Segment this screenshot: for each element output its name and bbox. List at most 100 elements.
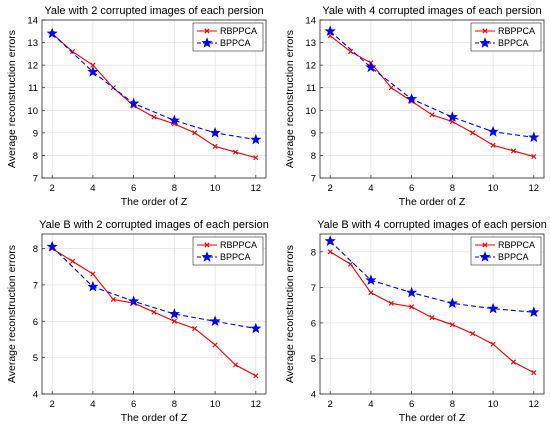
chart2-rbppca-point-10: [531, 153, 537, 160]
chart2-bppca-point-0: [324, 25, 336, 37]
chart2-ytick-label-5: 12: [305, 61, 316, 72]
chart4-legend-bppca-label: BPPCA: [498, 252, 529, 262]
chart4-xtick-label-5: 12: [529, 399, 540, 410]
chart4-xtick-label-2: 6: [409, 399, 414, 410]
chart1-frame: [41, 19, 267, 179]
chart3-xtick-label-3: 8: [172, 399, 177, 410]
chart1-bppca-line: [51, 33, 256, 141]
chart1-legend-bppca-label: BPPCA: [220, 38, 251, 48]
chart2-legend-rbppca-label: RBPPCA: [498, 26, 535, 36]
chart4-rbppca-point-2: [368, 290, 374, 296]
chart1-xtick-label-4: 10: [210, 183, 221, 194]
chart3-rbppca-point-6: [171, 318, 177, 324]
chart2-rbppca-point-8: [490, 142, 496, 148]
chart1-bppca-point-4: [209, 127, 221, 138]
chart3-ytick-label-0: 4: [33, 390, 38, 401]
chart3: 2 4 6 8 10 12 4 5 6 7 8 Yale B with 2 corrupted ima…: [6, 219, 269, 424]
chart2-bppca-line: [329, 30, 534, 138]
chart2-ytick-label-1: 8: [311, 151, 316, 162]
chart1-legend-rbppca-label: RBPPCA: [220, 26, 257, 36]
chart1-bppca-point-0: [46, 27, 58, 39]
chart4-rbppca-point-8: [490, 341, 496, 347]
chart4-legend: RBPPCA BPPCA: [470, 236, 542, 266]
chart2-legend-bppca-label: BPPCA: [498, 38, 529, 48]
chart4-xtick-label-4: 10: [488, 399, 499, 410]
chart3-rbppca-point-2: [90, 271, 96, 277]
chart3-title: Yale B with 2 corrupted images of each p…: [39, 219, 269, 231]
chart1-xlabel: The order of Z: [121, 196, 188, 208]
chart4-rbppca-point-9: [510, 359, 517, 365]
chart3-ylabel: Average reconstruction errors: [6, 245, 18, 383]
chart2-bppca-point-4: [487, 125, 499, 137]
chart3-rbppca-point-7: [192, 325, 198, 332]
chart2-xtick-label-2: 6: [409, 183, 414, 194]
chart2-xlabel: The order of Z: [399, 196, 466, 208]
chart1-xtick-label-0: 2: [50, 183, 55, 194]
chart1-ytick-label-1: 8: [33, 151, 38, 162]
chart2-bppca-point-3: [446, 111, 458, 122]
chart1-bppca-point-3: [168, 114, 180, 126]
chart3-bppca-line: [51, 246, 256, 330]
chart2-rbppca-point-9: [510, 148, 517, 154]
chart1-bppca-point-5: [250, 133, 262, 145]
chart4-xtick-label-0: 2: [328, 399, 333, 410]
chart3-legend-rbppca-marker: [204, 242, 210, 248]
chart3-xtick-label-2: 6: [131, 399, 136, 410]
chart2-ytick-label-6: 13: [305, 38, 316, 49]
chart2-xtick-label-5: 12: [529, 183, 540, 194]
chart4-xtick-label-3: 8: [450, 399, 455, 410]
chart3-ytick-label-3: 7: [33, 280, 38, 291]
chart1-legend-bppca-marker: [201, 37, 213, 48]
chart3-bppca-point-5: [250, 322, 262, 334]
chart2-ytick-label-0: 7: [311, 174, 316, 185]
chart3-legend: RBPPCA BPPCA: [192, 236, 264, 266]
chart1-bppca-point-2: [128, 97, 140, 109]
chart1-ytick-label-3: 10: [27, 106, 38, 117]
chart2: 2 4 6 8 10 12 7 8 9 10 11 12 13 14 Yale with 4 corrupt…: [284, 5, 545, 208]
chart2-rbppca-point-7: [470, 130, 476, 136]
chart4-bppca-point-0: [324, 235, 336, 246]
chart3-xtick-label-0: 2: [50, 399, 55, 410]
chart2-xtick-label-4: 10: [488, 183, 499, 194]
chart4-rbppca-point-3: [388, 300, 394, 306]
chart4-ytick-label-2: 6: [311, 318, 316, 329]
chart2-ytick-label-3: 10: [305, 106, 316, 117]
chart4-rbppca-point-4: [409, 304, 415, 310]
chart3-rbppca-point-1: [69, 258, 76, 264]
chart2-bppca-point-1: [365, 61, 377, 73]
chart4-ytick-label-0: 4: [311, 390, 316, 401]
chart3-rbppca-point-3: [110, 296, 116, 303]
chart3-bppca-point-3: [168, 308, 180, 319]
chart1-ytick-label-6: 13: [27, 38, 38, 49]
chart3-frame: [41, 233, 267, 395]
chart4-legend-rbppca-label: RBPPCA: [498, 240, 535, 250]
chart4-title: Yale B with 4 corrupted images of each p…: [317, 219, 547, 231]
chart3-legend-bppca-marker: [201, 251, 213, 262]
chart1-ytick-label-7: 14: [27, 16, 38, 27]
chart3-ytick-label-2: 6: [33, 317, 38, 328]
chart1: 2 4 6 8 10 12 7 8 9 10 11 12 13 14 Yale with 2 corrupt…: [6, 5, 267, 208]
chart1-title: Yale with 2 corrupted images of each per…: [44, 5, 263, 17]
chart1-legend-rbppca-marker: [204, 28, 210, 34]
chart1-xtick-label-3: 8: [172, 183, 177, 194]
chart1-ytick-label-0: 7: [33, 174, 38, 185]
chart1-legend: RBPPCA BPPCA: [192, 22, 264, 52]
chart2-frame: [319, 19, 545, 179]
chart2-rbppca-point-3: [388, 85, 394, 91]
chart3-bppca-point-2: [128, 295, 140, 307]
chart2-legend: RBPPCA BPPCA: [470, 22, 542, 52]
chart4-rbppca-point-5: [429, 314, 435, 321]
chart2-ytick-label-7: 14: [305, 16, 316, 27]
chart2-legend-bppca-marker: [479, 37, 491, 48]
chart1-rbppca-point-5: [151, 114, 157, 120]
chart1-xtick-label-1: 4: [90, 183, 95, 194]
chart2-xtick-label-3: 8: [450, 183, 455, 194]
chart3-ytick-label-1: 5: [33, 353, 38, 364]
chart3-bppca-point-1: [87, 280, 99, 292]
chart1-rbppca-point-2: [90, 62, 96, 68]
chart3-xtick-label-5: 12: [251, 399, 262, 410]
chart1-xtick-label-5: 12: [251, 183, 262, 194]
chart2-legend-box: [470, 22, 542, 52]
chart4-ytick-label-1: 5: [311, 354, 316, 365]
